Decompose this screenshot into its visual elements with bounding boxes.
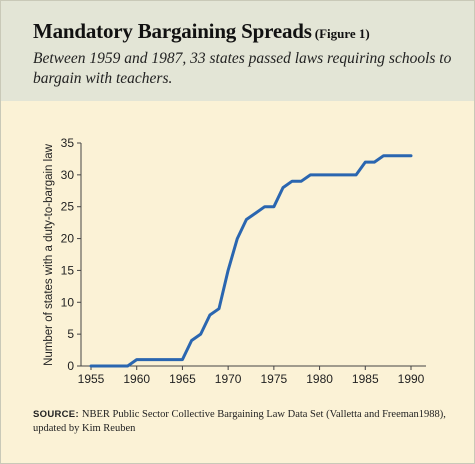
x-tick-label: 1980 bbox=[306, 372, 333, 386]
data-point bbox=[300, 180, 303, 183]
data-point bbox=[99, 365, 102, 368]
data-point bbox=[172, 358, 175, 361]
series-line bbox=[89, 154, 413, 368]
data-point bbox=[382, 154, 385, 157]
data-point bbox=[254, 212, 257, 215]
data-point bbox=[282, 186, 285, 189]
data-point bbox=[108, 365, 111, 368]
data-point bbox=[227, 269, 230, 272]
figure-subtitle: Between 1959 and 1987, 33 states passed … bbox=[33, 50, 452, 87]
source-text: NBER Public Sector Collective Bargaining… bbox=[33, 409, 446, 434]
figure-header: Mandatory Bargaining Spreads (Figure 1) B… bbox=[1, 1, 474, 101]
data-point bbox=[218, 307, 221, 310]
data-point bbox=[272, 205, 275, 208]
data-point bbox=[373, 161, 376, 164]
y-tick-label: 30 bbox=[61, 168, 75, 182]
data-point bbox=[309, 173, 312, 176]
data-point bbox=[400, 154, 403, 157]
data-point bbox=[163, 358, 166, 361]
y-tick-label: 5 bbox=[67, 327, 74, 341]
data-point bbox=[199, 333, 202, 336]
x-tick-label: 1975 bbox=[261, 372, 288, 386]
data-point bbox=[154, 358, 157, 361]
data-point bbox=[327, 173, 330, 176]
data-point bbox=[318, 173, 321, 176]
source-label: SOURCE: bbox=[33, 409, 79, 420]
data-point bbox=[364, 161, 367, 164]
data-point bbox=[181, 358, 184, 361]
data-point bbox=[391, 154, 394, 157]
data-point bbox=[336, 173, 339, 176]
x-tick-label: 1970 bbox=[215, 372, 242, 386]
y-tick-label: 0 bbox=[67, 359, 74, 373]
figure-title: Mandatory Bargaining Spreads bbox=[33, 19, 312, 43]
line-chart: 0 5 10 15 20 25 30 35 1955 1960 1965 1970 1975 1980 19… bbox=[43, 136, 426, 386]
data-point bbox=[144, 358, 147, 361]
data-point bbox=[410, 154, 413, 157]
y-tick-label: 35 bbox=[61, 136, 75, 150]
y-tick-label: 15 bbox=[61, 263, 75, 277]
title-row: Mandatory Bargaining Spreads (Figure 1) bbox=[33, 19, 370, 44]
x-tick-label: 1965 bbox=[169, 372, 196, 386]
x-tick-label: 1960 bbox=[123, 372, 150, 386]
data-point bbox=[90, 365, 93, 368]
x-tick-label: 1985 bbox=[352, 372, 379, 386]
y-tick-label: 20 bbox=[61, 232, 75, 246]
x-tick-label: 1955 bbox=[78, 372, 105, 386]
y-tick-label: 10 bbox=[61, 295, 75, 309]
data-point bbox=[135, 358, 138, 361]
y-axis-label: Number of states with a duty-to-bargain … bbox=[43, 143, 55, 365]
data-point bbox=[245, 218, 248, 221]
data-point bbox=[208, 314, 211, 317]
data-point bbox=[291, 180, 294, 183]
data-point bbox=[117, 365, 120, 368]
source-note: SOURCE: NBER Public Sector Collective Bar… bbox=[33, 408, 463, 436]
data-point bbox=[355, 173, 358, 176]
data-point bbox=[236, 237, 239, 240]
data-point bbox=[346, 173, 349, 176]
data-point bbox=[263, 205, 266, 208]
data-point bbox=[190, 339, 193, 342]
x-tick-label: 1990 bbox=[398, 372, 425, 386]
data-point bbox=[126, 365, 129, 368]
figure-number-label: (Figure 1) bbox=[314, 26, 370, 41]
y-tick-label: 25 bbox=[61, 200, 75, 214]
